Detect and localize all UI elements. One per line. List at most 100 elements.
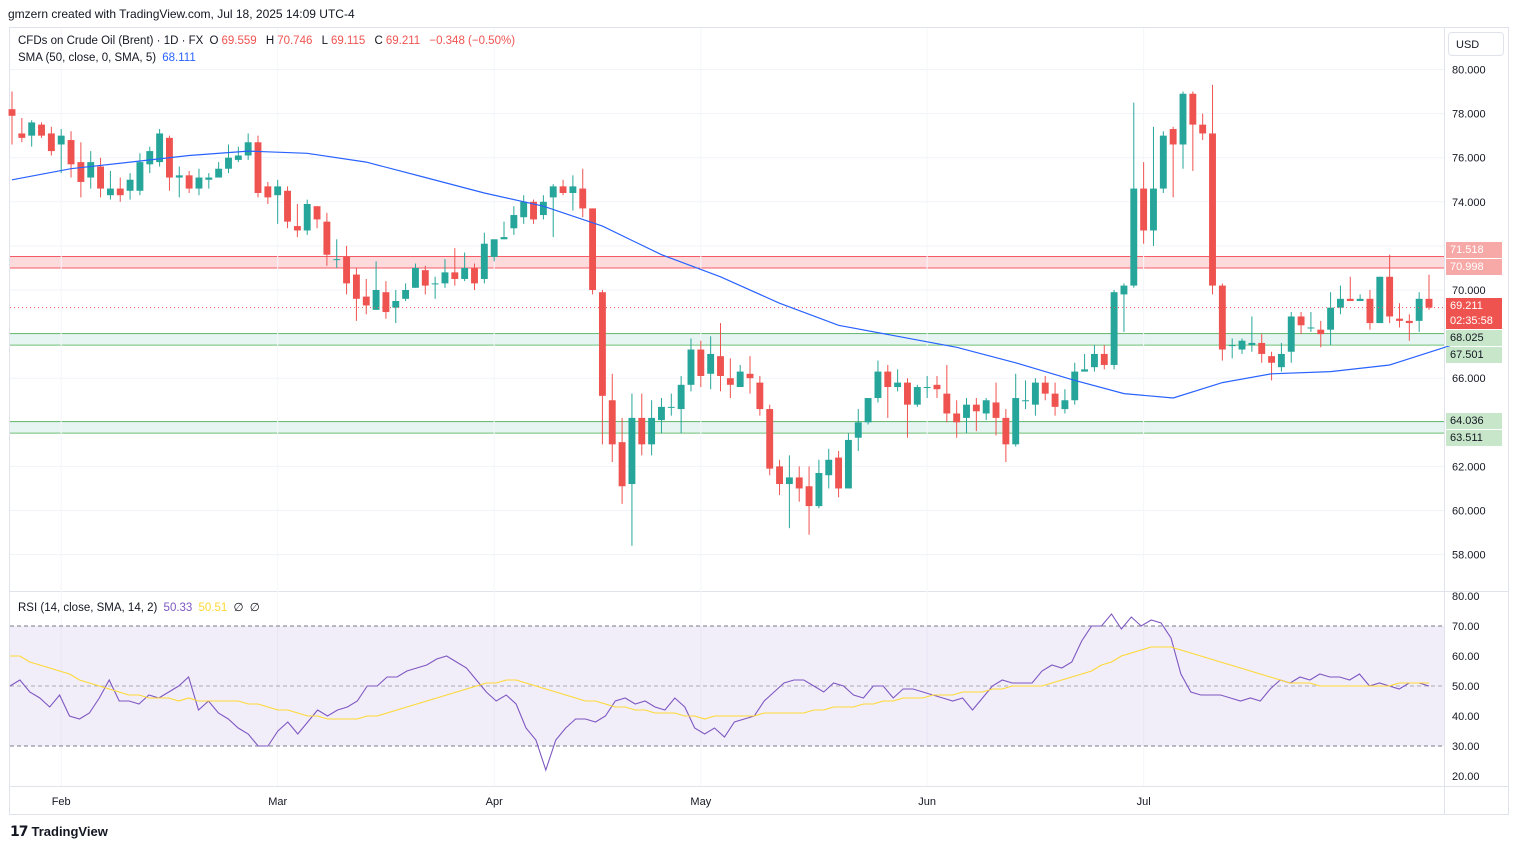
candle-body xyxy=(136,162,144,191)
zone3-top-tag: 64.036 xyxy=(1446,413,1502,429)
tradingview-footer[interactable]: 𝟭𝟳 TradingView xyxy=(10,823,108,840)
candle-body xyxy=(1012,398,1020,445)
candle-body xyxy=(933,384,941,390)
candle-body xyxy=(1150,188,1157,231)
rsi-value: 50.33 xyxy=(163,602,193,614)
candle-body xyxy=(530,201,537,220)
candle-body xyxy=(658,406,665,421)
candle-body xyxy=(923,387,931,389)
candle-body xyxy=(1041,382,1049,394)
rsi-tick-label: 80.00 xyxy=(1452,591,1480,603)
candle-body xyxy=(1209,133,1216,286)
candle-body xyxy=(146,151,154,165)
candle-body xyxy=(785,477,793,485)
candle-body xyxy=(1120,285,1128,295)
candle-body xyxy=(1110,292,1118,365)
attribution-text: gmzern created with TradingView.com, Jul… xyxy=(8,7,355,21)
candle-body xyxy=(589,208,597,290)
price-tick-label: 66.000 xyxy=(1452,373,1486,385)
candle-body xyxy=(1415,298,1423,321)
candle-body xyxy=(618,442,626,487)
candle-body xyxy=(1130,188,1138,286)
candle-body xyxy=(8,109,16,116)
sma-legend: SMA (50, close, 0, SMA, 5) 68.111 xyxy=(18,52,199,64)
candle-body xyxy=(628,417,636,485)
candle-body xyxy=(1248,342,1256,346)
candle-body xyxy=(844,439,852,489)
currency-button[interactable]: USD xyxy=(1448,32,1504,56)
close-value: 69.211 xyxy=(385,35,421,47)
candle-body xyxy=(1386,276,1394,317)
price-tick-label: 74.000 xyxy=(1452,197,1486,209)
time-tick-label: May xyxy=(690,796,711,808)
low-label: L 69.115 xyxy=(321,35,366,47)
candle-body xyxy=(244,142,252,156)
candle-body xyxy=(47,133,55,152)
candle-body xyxy=(500,237,508,240)
candle-body xyxy=(225,157,232,169)
high-label: H 70.746 xyxy=(265,35,313,47)
candle-body xyxy=(1022,400,1029,402)
candle-body xyxy=(539,201,547,216)
candle-body xyxy=(156,133,164,163)
candle-body xyxy=(431,283,439,285)
candle-body xyxy=(1051,393,1059,407)
candle-body xyxy=(982,400,990,414)
candle-body xyxy=(707,353,715,374)
candle-body xyxy=(894,382,902,388)
candle-body xyxy=(274,186,282,196)
footer-brand: TradingView xyxy=(31,824,108,839)
candle-body xyxy=(97,166,105,189)
candle-body xyxy=(313,206,321,220)
candle-body xyxy=(992,402,1000,418)
candle-body xyxy=(736,371,744,388)
candle-body xyxy=(471,267,478,284)
rsi-tick-label: 40.00 xyxy=(1452,711,1480,723)
candle-body xyxy=(1002,417,1010,445)
candle-body xyxy=(284,190,291,222)
candle-body xyxy=(1336,298,1344,308)
candle-body xyxy=(1425,298,1433,308)
rsi-label[interactable]: RSI (14, close, SMA, 14, 2) xyxy=(18,602,158,614)
symbol-label[interactable]: CFDs on Crude Oil (Brent) · 1D · FX xyxy=(18,35,204,47)
candle-body xyxy=(1366,298,1374,324)
zone1-bottom-tag: 70.998 xyxy=(1446,259,1502,275)
candle-body xyxy=(1189,93,1197,125)
rsi-extra-2: ∅ xyxy=(249,602,260,614)
candle-body xyxy=(490,239,498,257)
rsi-line xyxy=(9,613,1430,772)
sma-label[interactable]: SMA (50, close, 0, SMA, 5) xyxy=(18,52,157,64)
rsi-tick-label: 50.00 xyxy=(1452,681,1480,693)
candle-body xyxy=(1071,371,1079,401)
zone1-top-tag: 71.518 xyxy=(1446,242,1502,258)
candle-body xyxy=(598,292,606,396)
candle-body xyxy=(884,371,892,388)
candle-body xyxy=(697,349,705,376)
candle-body xyxy=(57,135,65,145)
candle-body xyxy=(953,413,961,423)
zone-support1 xyxy=(10,333,1444,346)
price-tick-label: 76.000 xyxy=(1452,153,1486,165)
low-value: 69.115 xyxy=(330,35,366,47)
candle-body xyxy=(215,168,223,178)
candle-body xyxy=(1307,327,1315,329)
rsi-tick-label: 20.00 xyxy=(1452,771,1480,783)
price-tick-label: 78.000 xyxy=(1452,109,1486,121)
candle-body xyxy=(67,140,75,165)
candle-body xyxy=(687,349,695,385)
candle-body xyxy=(1140,188,1148,231)
candle-body xyxy=(579,188,587,209)
candle-body xyxy=(28,122,36,136)
candle-body xyxy=(667,406,675,408)
candle-body xyxy=(382,292,390,313)
candle-body xyxy=(1228,345,1236,347)
candle-body xyxy=(402,290,410,299)
candle-body xyxy=(1258,342,1266,354)
candle-body xyxy=(412,267,419,288)
candle-body xyxy=(126,179,134,191)
candle-body xyxy=(1031,382,1039,405)
candle-body xyxy=(333,259,341,261)
candle-body xyxy=(87,162,95,178)
time-tick-label: Jul xyxy=(1137,796,1151,808)
